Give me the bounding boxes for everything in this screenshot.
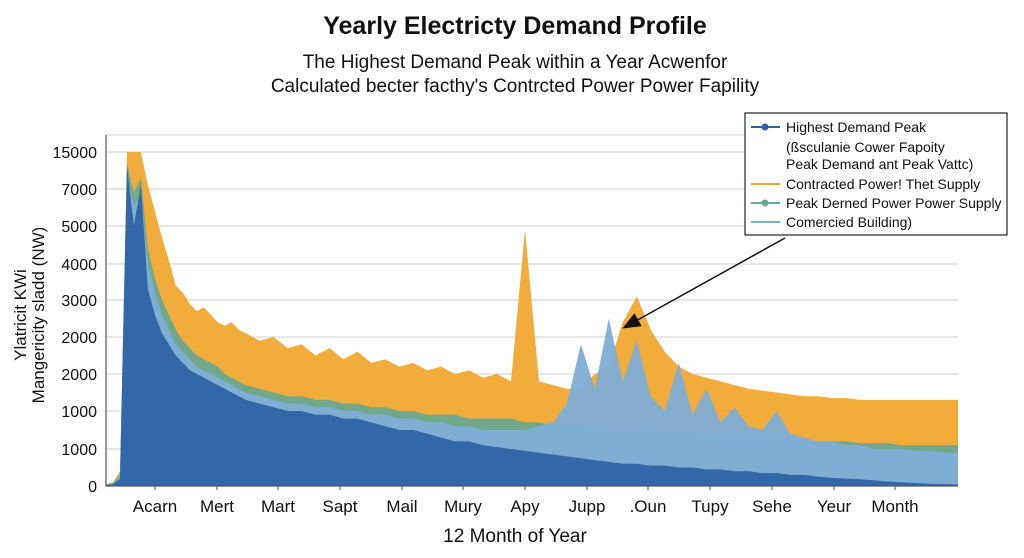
y-axis-label-line2: Mangericity sladd (NW): [29, 227, 48, 404]
legend: Highest Demand Peak (ßsculanie Cower Fapo…: [744, 112, 1008, 236]
x-tick-labels: Acarn Mert Mart Sapt Mail Mury Apy Jupp .Oun Tupy…: [133, 486, 919, 516]
x-tick-label: Tupy: [691, 497, 729, 516]
x-tick-label: Mert: [200, 497, 234, 516]
x-tick-label: Mail: [386, 497, 417, 516]
series-area-peak-derned-power-power-supply: [106, 163, 958, 486]
annotation-arrow: [622, 237, 786, 329]
y-tick-label: 2000: [61, 330, 97, 347]
legend-swatch-marker: [761, 199, 769, 207]
x-tick-label: Sehe: [752, 497, 792, 516]
x-axis-label: 12 Month of Year: [443, 526, 587, 547]
y-axis-label-line1: Ylatricit KWi: [11, 269, 30, 361]
legend-items: Highest Demand Peak (ßsculanie Cower Fapo…: [751, 119, 1002, 230]
legend-label: Peak Derned Power Power Supply: [786, 195, 1002, 211]
chart-title: Yearly Electricty Demand Profile: [323, 12, 707, 40]
x-tick-label: Sapt: [323, 497, 358, 516]
axes: [105, 135, 958, 487]
legend-label: Highest Demand Peak: [786, 119, 927, 135]
chart-subtitle-line1: The Highest Demand Peak within a Year Ac…: [303, 52, 728, 73]
series-area-highest-demand-peak: [106, 166, 958, 487]
x-tick-label: Jupp: [569, 497, 606, 516]
legend-box: [744, 112, 1008, 236]
series-areas: [106, 152, 958, 487]
chart-subtitle-line2: Calculated becter facthy's Contrcted Pow…: [271, 76, 760, 97]
y-tick-label: 3000: [61, 293, 97, 310]
legend-label: Contracted Power! Thet Supply: [786, 176, 980, 192]
legend-label: Comercied Building): [786, 214, 912, 230]
x-tick-label: Acarn: [133, 497, 177, 516]
y-tick-label: 0: [88, 479, 97, 496]
y-tick-label: 2000: [61, 367, 97, 384]
x-tick-label: Yeur: [817, 497, 852, 516]
y-tick-label: 15000: [53, 145, 98, 162]
annotation-arrow-line: [622, 237, 786, 329]
y-tick-label: 1000: [61, 442, 97, 459]
series-area-comercied-building-: [106, 174, 958, 486]
x-tick-label: Mury: [444, 497, 482, 516]
x-tick-label: Apy: [510, 497, 540, 516]
y-tick-label: 5000: [61, 219, 97, 236]
y-tick-label: 7000: [61, 182, 97, 199]
legend-swatch-marker: [761, 123, 769, 131]
x-tick-label: Month: [871, 497, 918, 516]
x-tick-label: Mart: [261, 497, 295, 516]
legend-label: (ßsculanie Cower Fapoity: [786, 139, 945, 155]
y-tick-labels: 0 1000 1000 2000 2000 3000 4000 5000 7000 15000: [53, 145, 98, 496]
x-tick-label: .Oun: [630, 497, 667, 516]
legend-label: Peak Demand ant Peak Vattc): [786, 156, 973, 172]
y-tick-label: 1000: [61, 404, 97, 421]
y-tick-label: 4000: [61, 257, 97, 274]
